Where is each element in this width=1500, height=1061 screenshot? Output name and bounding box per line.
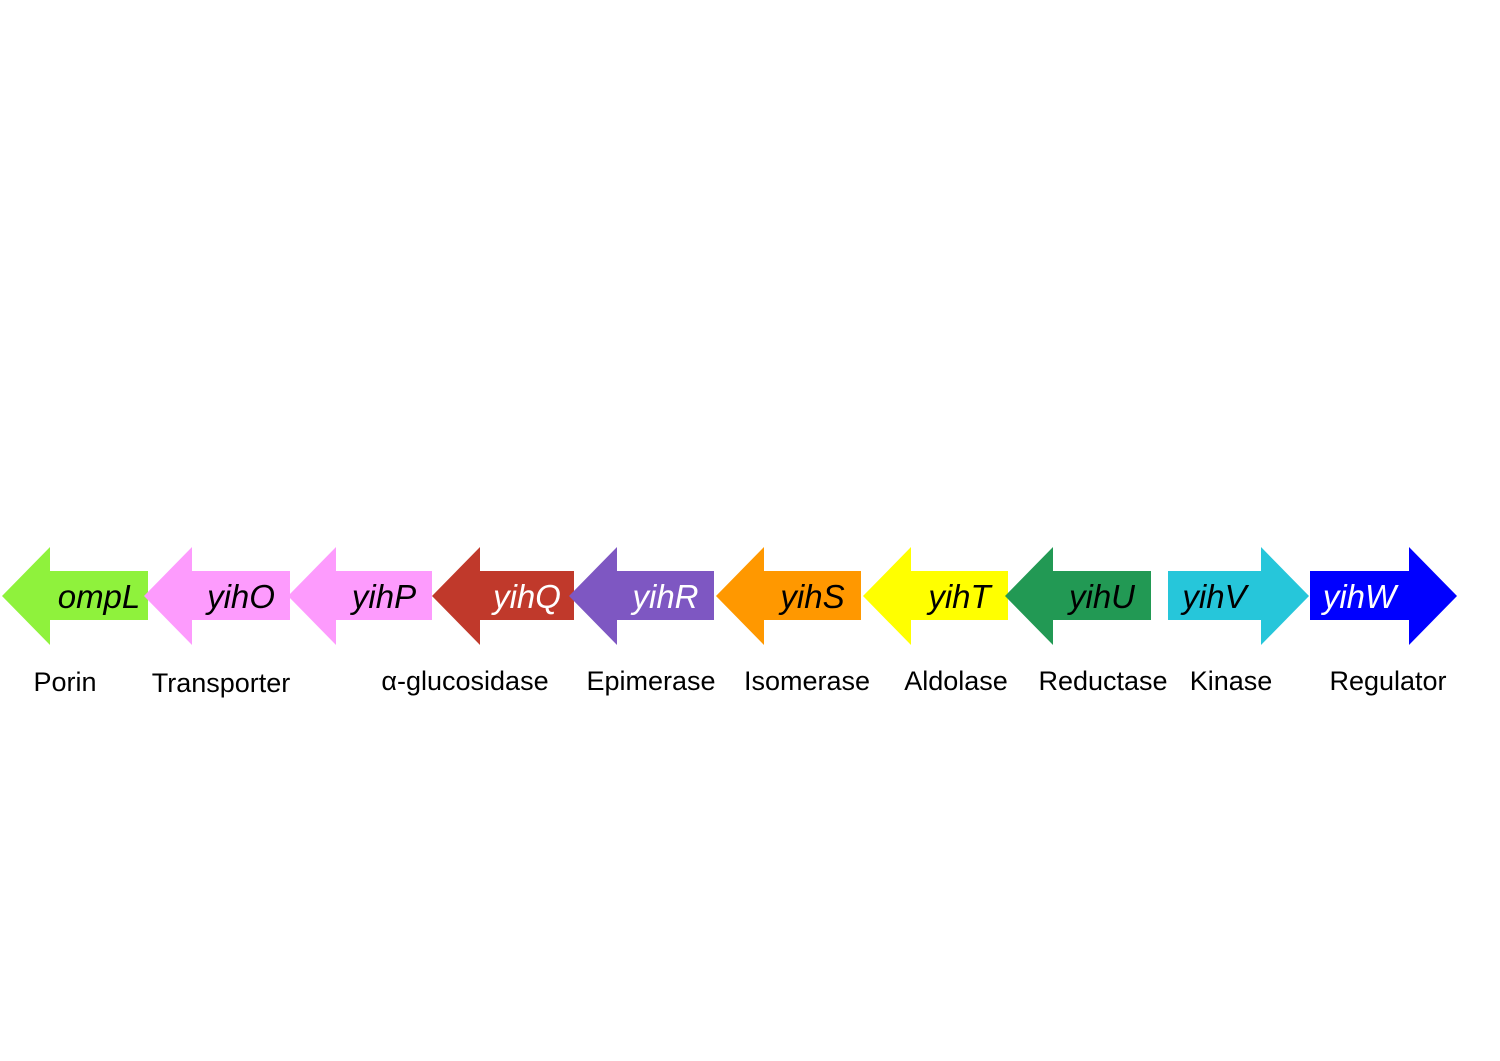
gene-arrow-yihS <box>716 547 861 645</box>
gene-function-yihW: Regulator <box>1329 666 1446 696</box>
gene-name-yihV: yihV <box>1180 578 1249 615</box>
gene-arrow-yihQ <box>432 547 574 645</box>
gene-arrow-yihO <box>144 547 290 645</box>
gene-name-yihP: yihP <box>350 578 416 615</box>
gene-arrow-yihW <box>1310 547 1457 645</box>
gene-name-yihU: yihU <box>1067 578 1135 615</box>
gene-function-yihT: Aldolase <box>904 666 1008 696</box>
gene-name-ompL: ompL <box>58 578 141 615</box>
gene-arrow-yihT <box>863 547 1008 645</box>
gene-function-yihR: Epimerase <box>586 666 715 696</box>
gene-name-yihT: yihT <box>926 578 993 615</box>
gene-function-yihS: Isomerase <box>744 666 870 696</box>
gene-arrow-yihU <box>1005 547 1151 645</box>
gene-function-yihV: Kinase <box>1190 666 1273 696</box>
gene-arrow-yihV <box>1168 547 1309 645</box>
gene-function-yihU: Reductase <box>1038 666 1167 696</box>
gene-arrow-ompL <box>2 547 148 645</box>
gene-name-yihR: yihR <box>630 578 698 615</box>
gene-name-labels: ompL yihO yihP yihQ yihR yihS yihT yihU yihV yihW <box>58 578 1399 615</box>
gene-name-yihQ: yihQ <box>491 578 561 615</box>
gene-arrow-yihP <box>288 547 432 645</box>
gene-name-yihS: yihS <box>778 578 844 615</box>
gene-function-labels: Porin Transporter α-glucosidase Epimerase Is… <box>33 666 1446 698</box>
gene-arrows <box>2 547 1457 645</box>
gene-function-ompL: Porin <box>33 667 96 697</box>
gene-function-yihO: Transporter <box>152 668 291 698</box>
gene-name-yihO: yihO <box>205 578 275 615</box>
gene-function-yihQ: α-glucosidase <box>381 666 548 696</box>
gene-name-yihW: yihW <box>1321 578 1399 615</box>
gene-arrow-yihR <box>569 547 714 645</box>
